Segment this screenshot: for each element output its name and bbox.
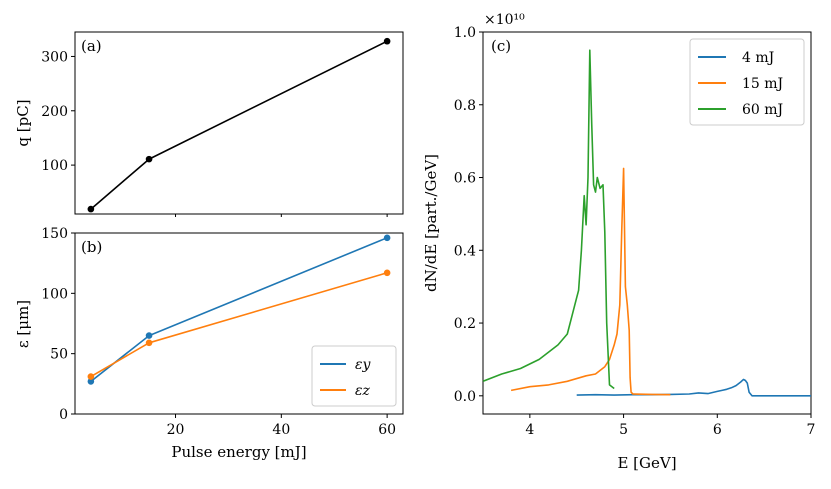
xtick-label: 6 xyxy=(713,422,722,438)
legend-eps-z-label: εz xyxy=(355,383,371,399)
emittance-series-y-point xyxy=(145,332,153,339)
panel-c-frame xyxy=(482,31,812,415)
ytick-label: 50 xyxy=(50,347,68,363)
panel-c-xlabel: E [GeV] xyxy=(617,454,676,472)
xtick-label: 5 xyxy=(619,422,628,438)
panel-c-label: (c) xyxy=(491,37,511,55)
ytick-label: 100 xyxy=(41,158,68,174)
spectrum-15mj-line xyxy=(510,167,671,396)
panel-c-multiplier: ×10¹⁰ xyxy=(484,12,525,28)
legend-15mj-label: 15 mJ xyxy=(742,76,783,92)
emittance-series-y-point xyxy=(383,234,391,242)
emittance-series-z-point xyxy=(145,339,153,347)
panel-c-data xyxy=(482,49,811,397)
panel-a: (a) q [pC] 100 200 300 xyxy=(14,31,404,217)
emittance-series-y-point xyxy=(87,378,95,385)
ytick-label: 150 xyxy=(41,226,68,242)
panel-c-legend: 4 mJ 15 mJ 60 mJ xyxy=(689,38,805,126)
panel-b-ticks: 0 50 100 150 20 40 60 xyxy=(41,226,396,438)
panel-c-legend-box xyxy=(689,38,805,126)
xtick-label: 4 xyxy=(525,422,534,438)
ytick-label: 1.0 xyxy=(454,25,476,41)
ytick-label: 0.6 xyxy=(454,171,476,187)
charge-series-point xyxy=(145,155,153,163)
ytick-label: 100 xyxy=(41,286,68,302)
panel-b: (b) ε [μm] Pulse energy [mJ] 0 50 100 150 20… xyxy=(14,226,404,461)
xtick-label: 60 xyxy=(378,422,396,438)
legend-4mj-label: 4 mJ xyxy=(742,50,774,66)
panel-b-legend-box xyxy=(311,345,397,407)
panel-b-xlabel: Pulse energy [mJ] xyxy=(171,443,306,461)
emittance-series-z-point xyxy=(383,269,391,277)
ytick-label: 0.8 xyxy=(454,98,476,114)
ytick-label: 200 xyxy=(41,104,68,120)
xtick-label: 7 xyxy=(807,422,816,438)
charge-series-point xyxy=(383,37,391,45)
ytick-label: 0 xyxy=(59,407,68,423)
panel-b-data xyxy=(87,234,391,385)
legend-60mj-label: 60 mJ xyxy=(742,102,783,118)
panel-b-label: (b) xyxy=(81,238,102,256)
panel-b-ylabel: ε [μm] xyxy=(14,300,32,348)
panel-c-ylabel: dN/dE [part./GeV] xyxy=(422,154,440,292)
panel-a-data xyxy=(87,37,391,213)
panel-a-ticks: 100 200 300 xyxy=(41,49,388,217)
panel-a-frame xyxy=(74,31,404,215)
panel-c-ticks: 0.0 0.2 0.4 0.6 0.8 1.0 4 5 6 7 xyxy=(454,25,816,438)
panel-b-legend: εy εz xyxy=(311,345,397,407)
ytick-label: 0.0 xyxy=(454,389,476,405)
panel-c: (c) ×10¹⁰ dN/dE [part./GeV] E [GeV] 0.00… xyxy=(422,12,815,472)
spectrum-60mj-line xyxy=(482,49,615,390)
xtick-label: 20 xyxy=(167,422,185,438)
ytick-label: 300 xyxy=(41,49,68,65)
panel-a-ylabel: q [pC] xyxy=(14,99,32,146)
ytick-label: 0.2 xyxy=(454,316,476,332)
xtick-label: 40 xyxy=(272,422,290,438)
charge-series-point xyxy=(87,205,95,213)
ytick-label: 0.4 xyxy=(454,243,476,259)
panel-a-label: (a) xyxy=(81,37,102,55)
legend-eps-y-label: εy xyxy=(355,357,372,373)
emittance-series-z-point xyxy=(87,373,95,380)
panel-b-frame xyxy=(74,232,404,415)
